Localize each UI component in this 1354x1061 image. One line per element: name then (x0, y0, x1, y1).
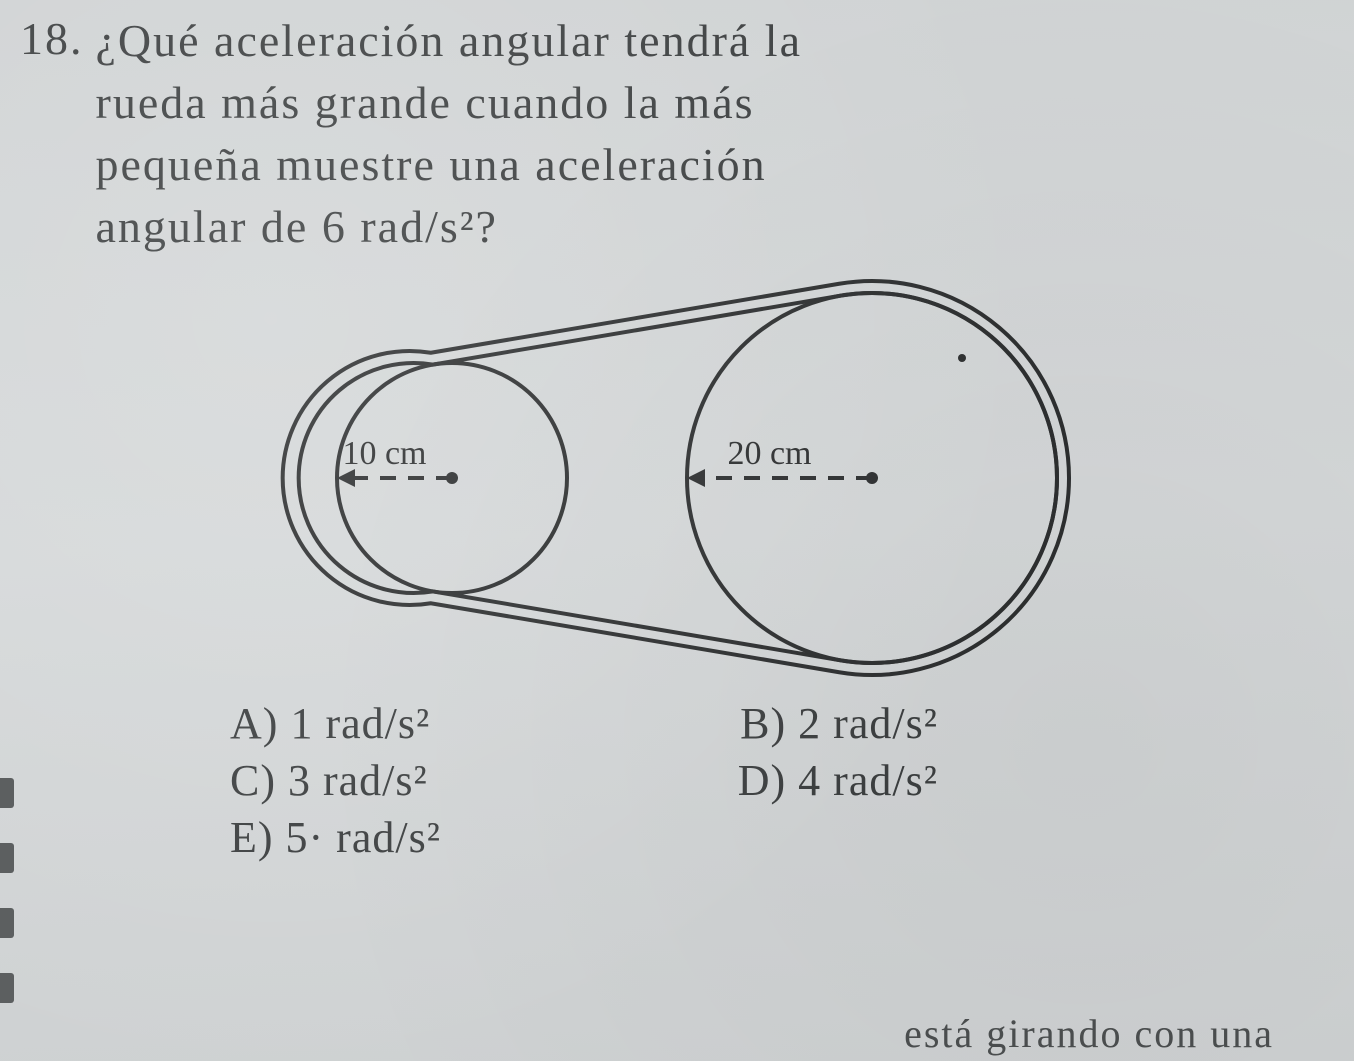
question-line-4: angular de 6 rad/s²? (96, 196, 803, 258)
binding-marks (0, 760, 18, 1020)
option-a-text: 1 rad/s² (290, 699, 430, 748)
option-e-text: 5· rad/s² (286, 813, 441, 862)
option-c-text: 3 rad/s² (288, 756, 428, 805)
option-e: E) 5· rad/s² (230, 812, 441, 863)
options-row-3: E) 5· rad/s² (230, 812, 1324, 863)
options-row-2: C) 3 rad/s² D) 4 rad/s² (230, 755, 1324, 806)
svg-text:20 cm: 20 cm (727, 435, 811, 472)
question-line-1: ¿Qué aceleración angular tendrá la (96, 10, 803, 72)
options-row-1: A) 1 rad/s² B) 2 rad/s² (230, 698, 1324, 749)
option-b-text: 2 rad/s² (798, 699, 938, 748)
page: 18. ¿Qué aceleración angular tendrá la r… (0, 0, 1354, 1061)
question-line-3: pequeña muestre una aceleración (96, 134, 803, 196)
question-block: 18. ¿Qué aceleración angular tendrá la r… (20, 10, 1324, 258)
svg-text:10 cm: 10 cm (342, 435, 426, 472)
option-d-text: 4 rad/s² (798, 756, 938, 805)
belt-diagram: 10 cm 20 cm (172, 268, 1172, 688)
option-b: B) 2 rad/s² (740, 698, 938, 749)
option-a: A) 1 rad/s² (230, 698, 430, 749)
option-d: D) 4 rad/s² (738, 755, 938, 806)
question-line-2: rueda más grande cuando la más (96, 72, 803, 134)
options-block: A) 1 rad/s² B) 2 rad/s² C) 3 rad/s² D) 4… (20, 698, 1324, 863)
question-number: 18. (20, 10, 84, 68)
option-c: C) 3 rad/s² (230, 755, 428, 806)
question-text: ¿Qué aceleración angular tendrá la rueda… (96, 10, 803, 258)
cutoff-text-right: está girando con una (904, 1010, 1274, 1057)
